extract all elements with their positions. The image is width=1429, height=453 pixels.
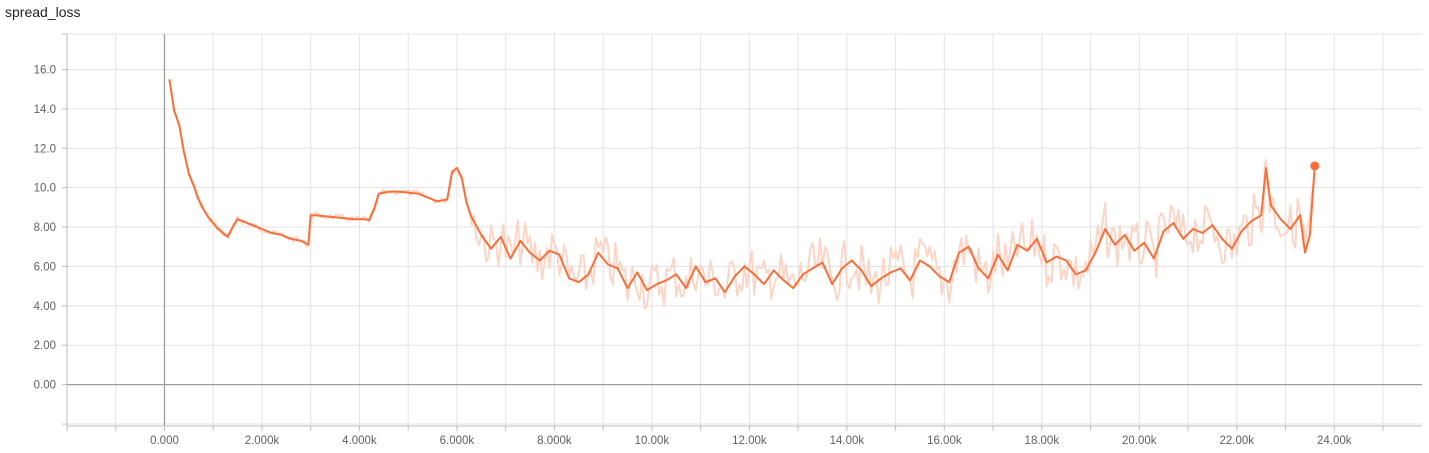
series-group [168, 79, 1320, 310]
y-tick-label: 14.0 [34, 104, 56, 116]
series-line [168, 79, 1316, 294]
x-tick-label: 24.00k [1317, 435, 1352, 447]
x-tick-label: 16.00k [927, 435, 962, 447]
x-tick-label: 6.000k [440, 435, 475, 447]
grid-lines [66, 33, 1422, 426]
x-tick-label: 18.00k [1025, 435, 1060, 447]
x-tick-label: 2.000k [245, 435, 280, 447]
series-raw-line [168, 79, 1316, 310]
x-tick-label: 8.000k [537, 435, 572, 447]
y-tick-label: 0.00 [34, 380, 56, 392]
y-tick-label: 8.00 [34, 222, 56, 234]
y-tick-label: 16.0 [34, 64, 56, 76]
x-tick-label: 20.00k [1122, 435, 1157, 447]
y-tick-label: 10.0 [34, 183, 56, 195]
axes [66, 34, 1422, 427]
last-point-marker[interactable] [1310, 161, 1320, 171]
x-tick-label: 4.000k [342, 435, 377, 447]
chart-title: spread_loss [5, 4, 81, 20]
x-tick-label: 22.00k [1220, 435, 1255, 447]
y-tick-label: 2.00 [34, 340, 56, 352]
y-tick-label: 6.00 [34, 261, 56, 273]
x-tick-label: 14.00k [830, 435, 865, 447]
y-tick-label: 4.00 [34, 301, 56, 313]
x-axis-ticks: 0.000 2.000k 4.000k 6.000k 8.000k 10.00k 12.00… [66, 426, 1384, 447]
y-axis-ticks: 0.00 2.00 4.00 6.00 8.00 10.0 12.0 14.0 16.0 [34, 33, 67, 425]
x-tick-label: 10.00k [635, 435, 670, 447]
y-tick-label: 12.0 [34, 143, 56, 155]
x-tick-label: 0.000 [150, 435, 179, 447]
x-tick-label: 12.00k [732, 435, 767, 447]
